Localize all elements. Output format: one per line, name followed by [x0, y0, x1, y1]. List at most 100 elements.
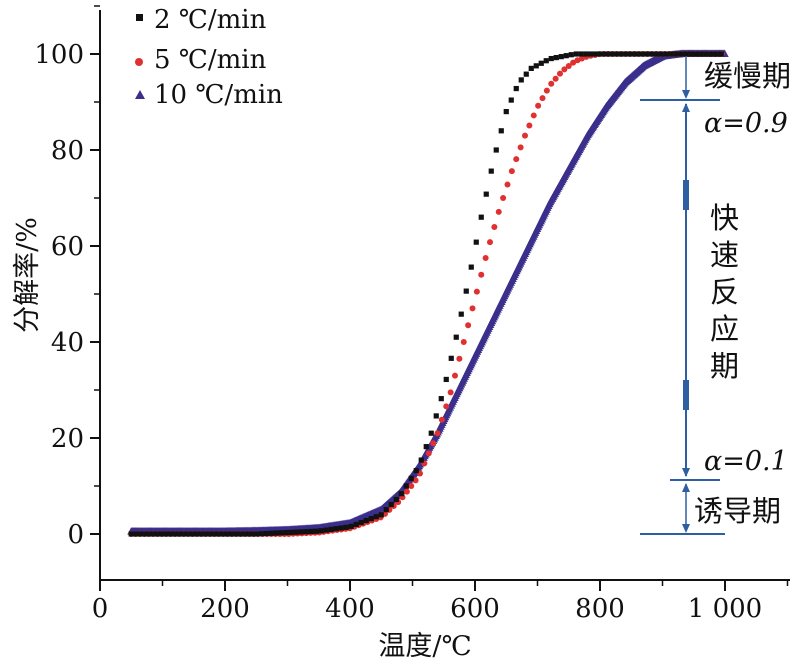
phase-fast-char-2: 速: [710, 238, 739, 272]
data-point-circle: [530, 112, 537, 119]
data-point-circle: [403, 488, 410, 495]
data-point-square: [318, 528, 324, 534]
data-point-square: [273, 530, 279, 536]
data-point-square: [658, 51, 664, 57]
data-point-square: [288, 529, 294, 535]
legend-label-10: 10 ℃/min: [154, 80, 283, 110]
legend-label-5: 5 ℃/min: [154, 45, 267, 75]
data-point-square: [188, 531, 194, 537]
data-point-square: [298, 529, 304, 535]
data-point-square: [348, 523, 354, 529]
data-point-square: [543, 58, 549, 64]
data-point-square: [583, 51, 589, 57]
data-point-square: [518, 77, 524, 83]
induction-phase-arrowhead-up: [682, 483, 690, 492]
legend-marker-5: [135, 58, 143, 66]
data-point-square: [413, 468, 419, 474]
data-point-square: [493, 147, 499, 153]
data-point-circle: [473, 288, 480, 295]
data-point-circle: [430, 440, 437, 447]
data-point-square: [463, 288, 469, 294]
data-point-circle: [495, 208, 502, 215]
data-point-circle: [539, 95, 546, 102]
data-point-square: [593, 51, 599, 57]
phase-fast-char-3: 反: [710, 275, 739, 309]
data-point-circle: [535, 102, 542, 109]
data-point-square: [423, 444, 429, 450]
data-point-square: [688, 51, 694, 57]
data-point-square: [153, 531, 159, 537]
data-point-square: [453, 334, 459, 340]
data-point-square: [708, 51, 714, 57]
data-points: [127, 49, 729, 537]
data-point-square: [683, 51, 689, 57]
data-point-circle: [447, 389, 454, 396]
y-tick-label: 0: [67, 520, 84, 550]
fast-phase-marker-bottom: [683, 380, 689, 410]
x-tick-label: 400: [325, 594, 375, 624]
legend-label-2: 2 ℃/min: [154, 5, 267, 35]
data-point-square: [693, 51, 699, 57]
data-point-circle: [412, 477, 419, 484]
data-point-square: [333, 526, 339, 532]
data-point-square: [258, 531, 264, 537]
data-point-square: [568, 52, 574, 58]
data-point-circle: [443, 403, 450, 410]
y-tick-label: 20: [51, 424, 84, 454]
data-point-circle: [478, 271, 485, 278]
data-point-square: [228, 531, 234, 537]
data-point-square: [388, 501, 394, 508]
data-point-square: [528, 65, 534, 71]
data-point-square: [323, 527, 329, 533]
data-point-circle: [508, 168, 515, 175]
data-point-circle: [434, 430, 441, 437]
y-tick-label: 100: [34, 40, 84, 70]
data-point-square: [393, 496, 399, 503]
data-point-square: [353, 521, 359, 527]
data-point-circle: [548, 80, 555, 87]
data-point-square: [133, 531, 139, 537]
data-point-circle: [452, 372, 458, 379]
data-point-circle: [513, 156, 520, 163]
data-point-square: [208, 531, 214, 537]
data-point-square: [368, 516, 374, 522]
data-point-square: [508, 97, 514, 103]
data-point-square: [633, 51, 639, 57]
data-point-square: [328, 526, 334, 532]
data-point-square: [628, 51, 634, 57]
data-point-square: [168, 531, 174, 537]
data-point-square: [178, 531, 184, 537]
data-point-square: [468, 264, 474, 270]
legend-marker-2: [136, 14, 143, 21]
x-axis-title: 温度/℃: [378, 631, 471, 662]
data-point-square: [268, 530, 274, 536]
data-point-square: [408, 475, 414, 481]
data-point-square: [238, 531, 244, 537]
slow-phase-arrowhead: [682, 90, 690, 99]
data-point-square: [678, 51, 684, 57]
data-point-square: [213, 531, 219, 537]
legend: 2 ℃/min 5 ℃/min 10 ℃/min: [135, 5, 283, 110]
data-point-square: [253, 531, 259, 537]
phase-fast-char-5: 期: [710, 349, 739, 383]
alpha-high-label: α=0.9: [704, 108, 788, 139]
fast-phase-marker-top: [683, 180, 689, 210]
data-point-square: [438, 396, 444, 402]
data-point-square: [648, 51, 654, 57]
data-point-square: [193, 531, 199, 537]
data-point-square: [248, 531, 254, 537]
phase-induction-label: 诱导期: [694, 494, 781, 528]
data-point-square: [718, 51, 724, 57]
data-point-square: [433, 413, 439, 419]
data-point-square: [643, 51, 649, 57]
data-point-square: [618, 51, 624, 57]
data-point-square: [653, 51, 659, 57]
data-point-square: [143, 531, 149, 537]
data-point-square: [573, 51, 579, 57]
data-point-square: [158, 531, 164, 537]
data-point-square: [713, 51, 719, 57]
data-point-square: [138, 531, 144, 537]
data-point-square: [173, 531, 179, 537]
phase-fast-char-4: 应: [710, 312, 739, 346]
data-point-square: [548, 55, 554, 62]
